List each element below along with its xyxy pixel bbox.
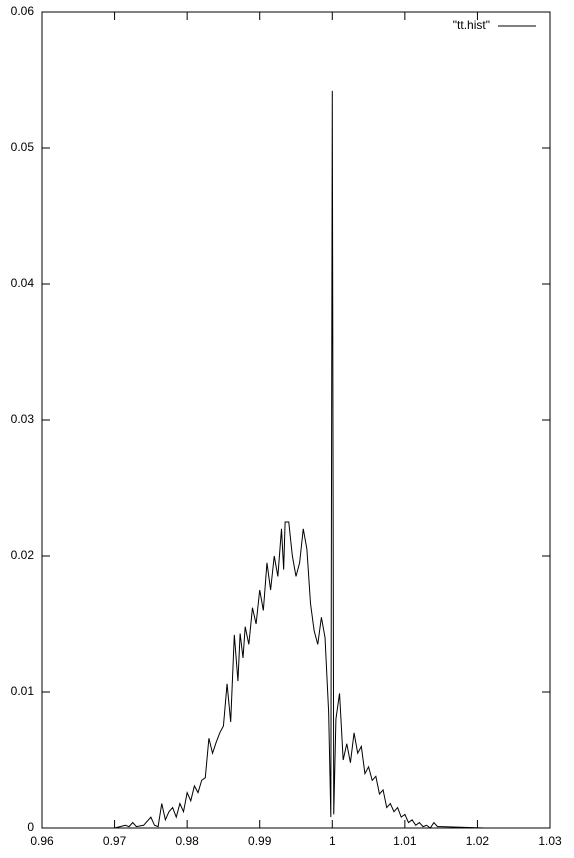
x-tick-label: 0.98 — [175, 834, 199, 848]
x-tick-label: 0.99 — [248, 834, 272, 848]
x-tick-label: 1 — [329, 834, 336, 848]
data-line — [94, 90, 485, 829]
y-tick-label: 0.04 — [11, 276, 35, 290]
y-tick-label: 0.05 — [11, 140, 35, 154]
x-tick-label: 0.96 — [30, 834, 54, 848]
x-tick-label: 1.02 — [466, 834, 490, 848]
y-tick-label: 0.03 — [11, 412, 35, 426]
x-tick-label: 1.01 — [393, 834, 417, 848]
legend-label: "tt.hist" — [453, 18, 490, 32]
y-tick-label: 0 — [27, 820, 34, 834]
x-tick-label: 0.97 — [103, 834, 127, 848]
y-tick-label: 0.06 — [11, 4, 35, 18]
y-tick-label: 0.01 — [11, 684, 35, 698]
plot-frame — [41, 11, 551, 829]
y-tick-label: 0.02 — [11, 548, 35, 562]
x-tick-label: 1.03 — [538, 834, 562, 848]
